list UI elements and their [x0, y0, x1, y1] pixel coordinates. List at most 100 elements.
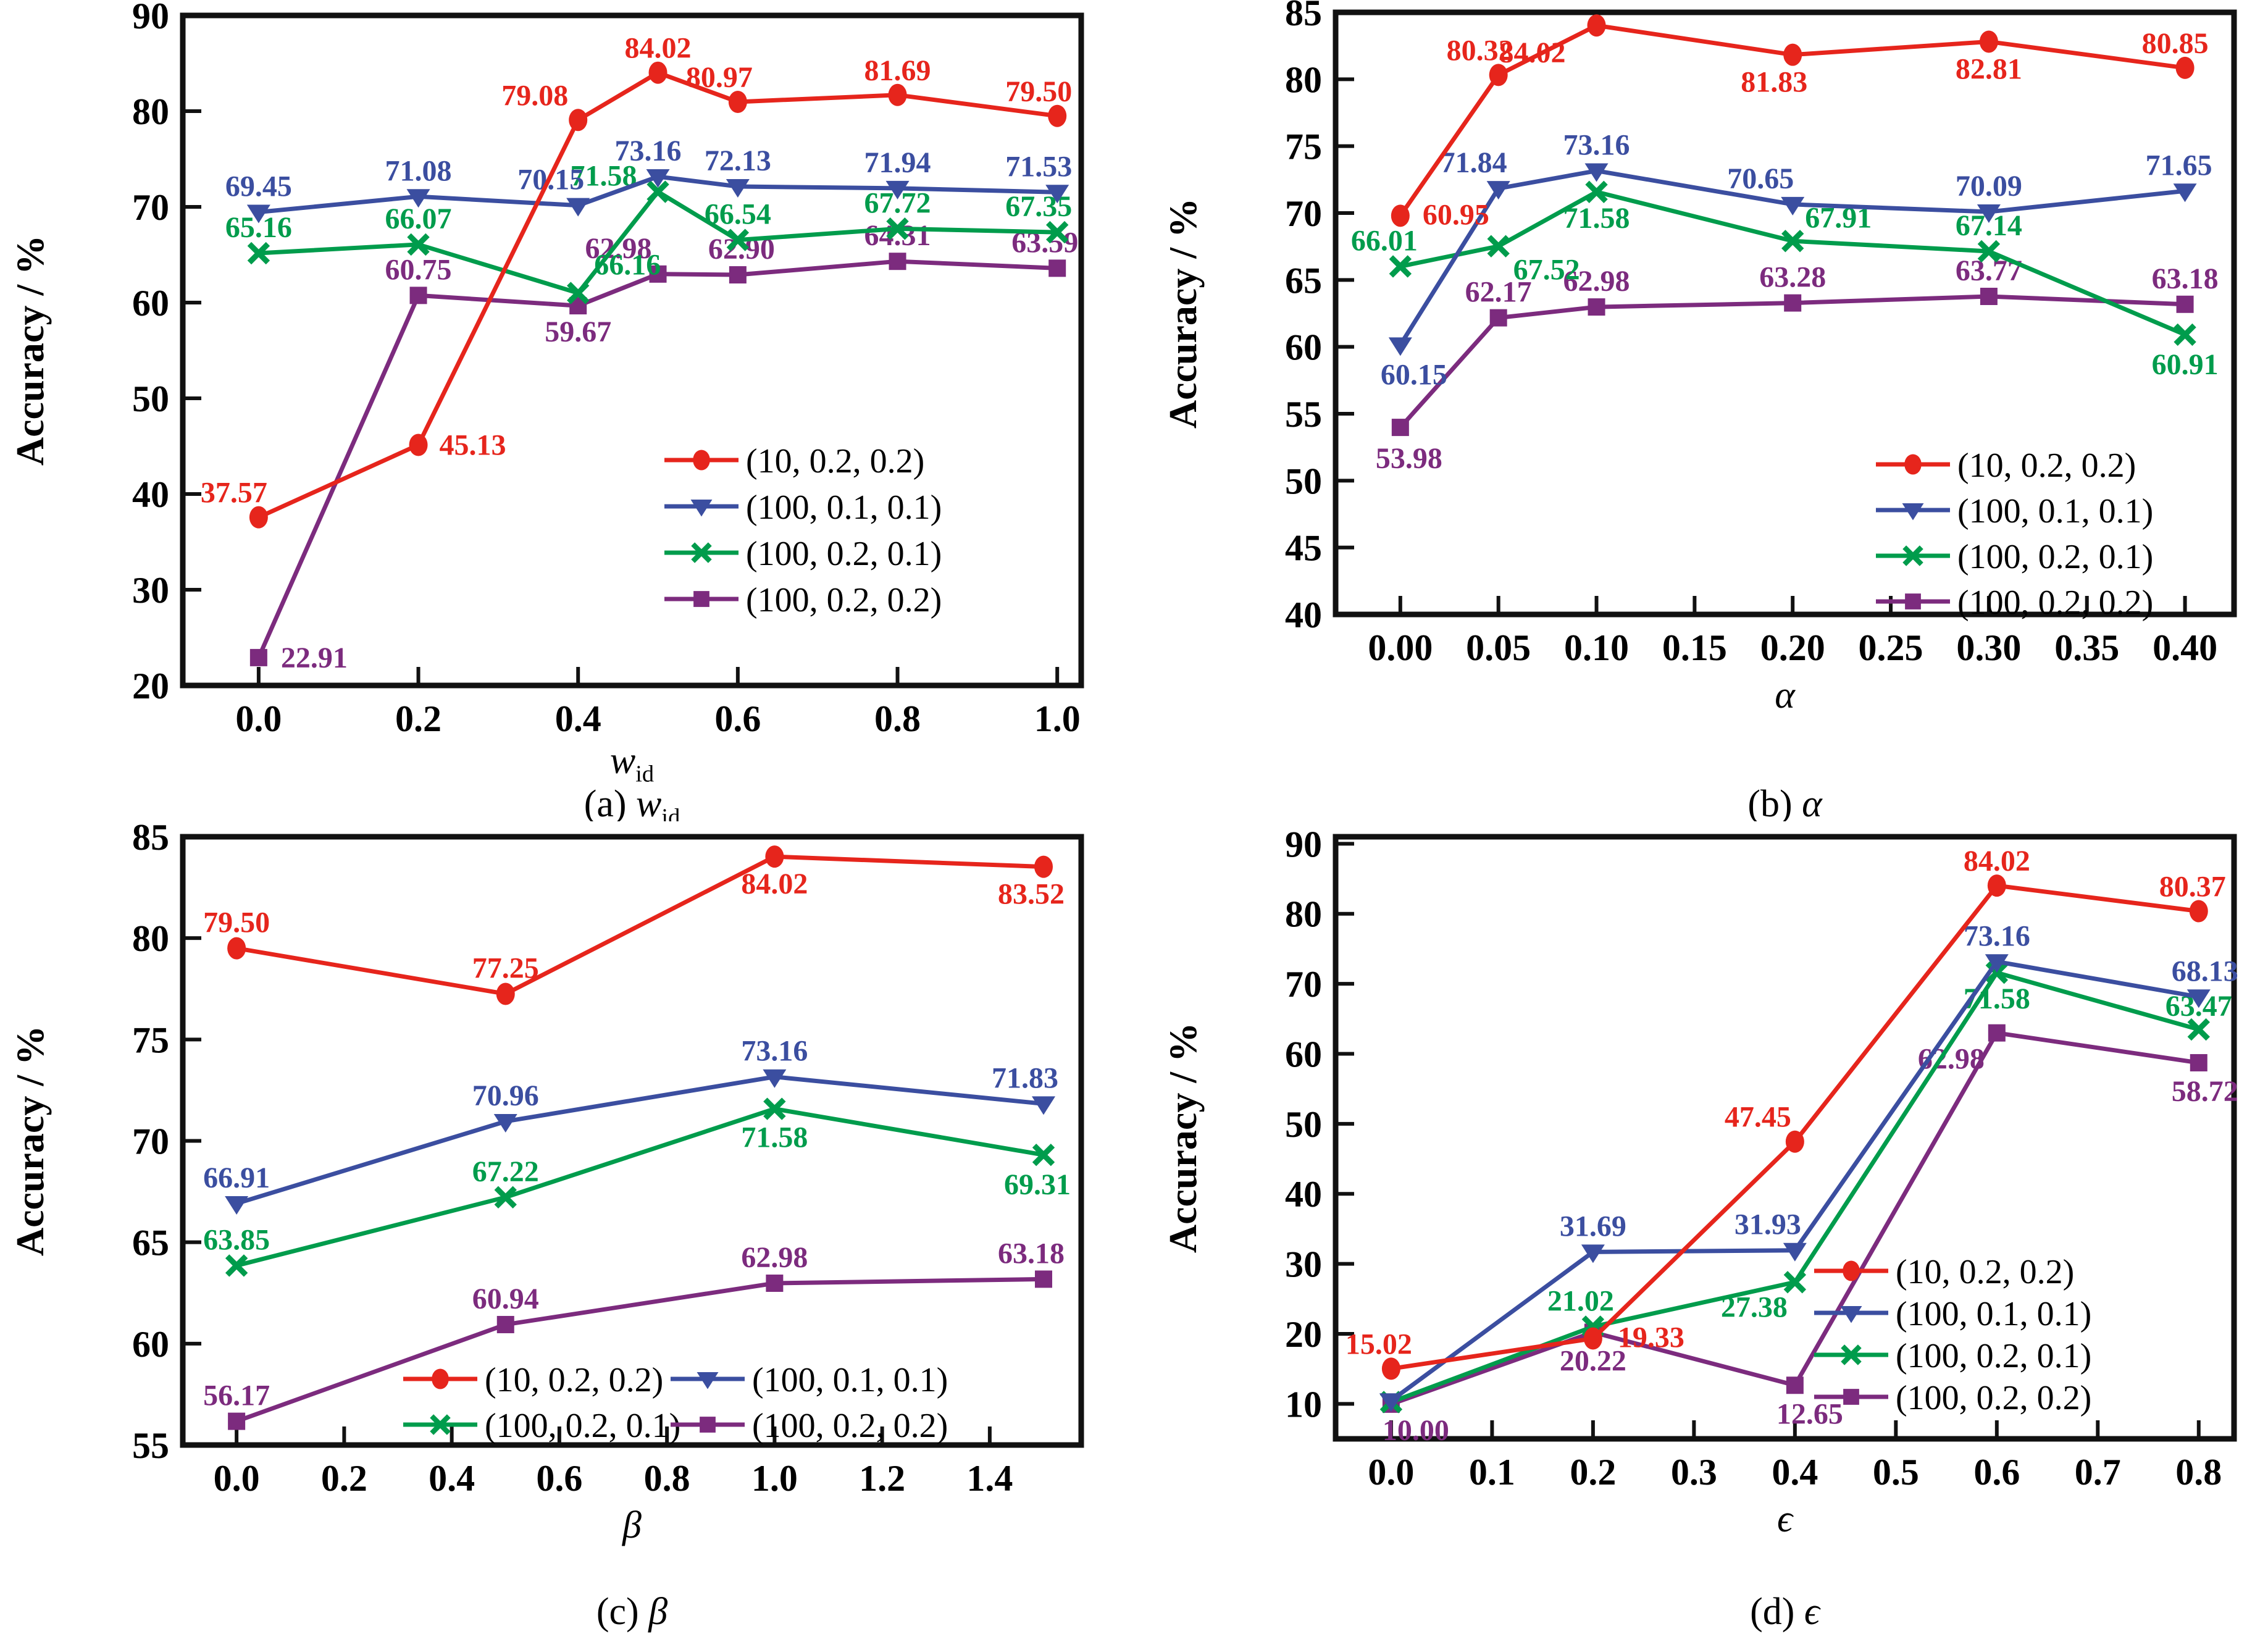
y-axis-label: Accuracy / %: [1161, 198, 1205, 429]
data-label: 62.17: [1465, 276, 1532, 309]
data-label: 82.81: [1956, 52, 2022, 85]
x-tick-label: 0.6: [1973, 1452, 2020, 1493]
y-tick-label: 70: [132, 1121, 169, 1162]
y-tick-label: 60: [132, 283, 169, 324]
chart-b-svg: 40 45 50 55 60 65 70 75 80 85 0.00 0.05 0.10 0.15 0.20…: [1161, 0, 2237, 825]
y-tick-label: 55: [132, 1425, 169, 1466]
data-label: 67.52: [1513, 254, 1580, 287]
data-label: 27.38: [1721, 1291, 1788, 1323]
panel-caption: (a) wid: [584, 783, 680, 821]
data-label: 66.01: [1351, 224, 1418, 257]
data-label: 60.95: [1423, 198, 1489, 231]
x-tick-label: 0.5: [1873, 1452, 1919, 1493]
x-tick-label: 0.4: [429, 1458, 475, 1499]
y-tick-label: 40: [1285, 1174, 1322, 1215]
x-tick-label: 0.10: [1564, 627, 1629, 668]
legend-item: (10, 0.2, 0.2): [664, 442, 924, 480]
data-label: 80.32: [1447, 34, 1513, 67]
x-tick-label: 0.1: [1469, 1452, 1515, 1493]
legend-item: (100, 0.1, 0.1): [1876, 492, 2153, 530]
series-(10, 0.2, 0.2): 60.95 80.3284.02 81.83 82.81 80.85: [1391, 14, 2209, 231]
legend-item: (100, 0.2, 0.2): [664, 581, 942, 619]
x-tick-label: 1.0: [751, 1458, 798, 1499]
data-label: 79.50: [203, 907, 270, 939]
data-label: 73.16: [1964, 919, 2030, 952]
y-tick-label: 75: [1285, 127, 1322, 167]
data-label: 70.65: [1727, 162, 1794, 195]
data-label: 63.18: [998, 1237, 1065, 1270]
legend-item: (10, 0.2, 0.2): [403, 1361, 663, 1399]
y-tick-label: 50: [1285, 1104, 1322, 1145]
series-(100, 0.2, 0.2): 10.0020.2212.6562.9858.72: [1382, 1024, 2238, 1447]
data-label: 45.13: [440, 429, 506, 461]
data-label: 71.65: [2146, 149, 2212, 182]
series-(100, 0.2, 0.1): 21.0227.3871.5863.47: [1379, 961, 2232, 1414]
panel-caption: (d) ϵ: [1750, 1591, 1821, 1633]
x-tick-label: 0.4: [1772, 1452, 1818, 1493]
data-label: 58.72: [2172, 1075, 2238, 1108]
legend-label: (100, 0.1, 0.1): [746, 488, 942, 527]
data-label: 71.58: [1964, 982, 2030, 1015]
legend-item: (10, 0.2, 0.2): [1814, 1253, 2074, 1291]
tick-marks: [1336, 10, 2187, 616]
data-label: 60.91: [2152, 348, 2219, 381]
chart-d-svg: 10 20 30 40 50 60 70 80 90 0.0 0.1 0.2 0.3 0.4 0.5 0.6 0…: [1161, 824, 2238, 1633]
data-label: 70.09: [1956, 170, 2022, 203]
y-tick-label: 90: [1285, 824, 1322, 865]
y-tick-label: 20: [1285, 1314, 1322, 1355]
y-tick-label: 40: [1285, 595, 1322, 635]
x-tick-label: 0.25: [1859, 627, 1923, 668]
tick-marks: [1336, 842, 2201, 1439]
data-label: 70.96: [472, 1079, 539, 1112]
legend-label: (100, 0.1, 0.1): [1896, 1295, 2091, 1333]
data-label: 80.85: [2142, 27, 2209, 60]
y-tick-label: 30: [132, 570, 169, 611]
data-label: 22.91: [281, 642, 348, 674]
data-label: 79.50: [1005, 75, 1072, 108]
legend-label: (100, 0.1, 0.1): [1957, 492, 2153, 530]
data-label: 66.07: [385, 203, 452, 235]
y-tick-label: 40: [132, 474, 169, 515]
data-label: 20.22: [1560, 1344, 1626, 1377]
data-label: 31.69: [1560, 1210, 1626, 1242]
data-label: 71.94: [864, 146, 931, 179]
data-label: 68.13: [2172, 955, 2238, 987]
y-tick-label: 90: [132, 0, 169, 36]
x-tick-label: 0.2: [395, 698, 441, 739]
legend-item: (100, 0.2, 0.2): [1814, 1379, 2091, 1417]
legend-item: (100, 0.2, 0.2): [671, 1407, 948, 1445]
data-label: 71.84: [1441, 146, 1507, 179]
data-label: 84.02: [1964, 845, 2030, 878]
data-label: 62.98: [585, 232, 652, 265]
legend: (10, 0.2, 0.2) (100, 0.1, 0.1) (100, 0.2, …: [664, 442, 942, 619]
y-tick-label: 60: [132, 1324, 169, 1365]
y-tick-label: 60: [1285, 1034, 1322, 1074]
y-tick-label: 10: [1285, 1384, 1322, 1425]
data-label: 84.02: [1499, 36, 1566, 69]
data-label: 69.45: [225, 170, 292, 203]
series-(100, 0.2, 0.1): 63.85 67.22 71.58 69.31: [203, 1097, 1071, 1277]
x-tick-label: 0.4: [555, 698, 601, 739]
y-tick-label: 85: [1285, 0, 1322, 33]
y-tick-label: 50: [1285, 461, 1322, 501]
legend-item: (100, 0.1, 0.1): [1814, 1295, 2091, 1333]
series-(100, 0.1, 0.1): 66.91 70.96 73.16 71.83: [203, 1035, 1058, 1215]
chart-panel-d: 10 20 30 40 50 60 70 80 90 0.0 0.1 0.2 0.3 0.4 0.5 0.6 0…: [1157, 821, 2268, 1642]
y-tick-label: 75: [132, 1020, 169, 1060]
data-label: 73.16: [741, 1035, 808, 1068]
x-tick-label: 0.7: [2075, 1452, 2121, 1493]
data-label: 71.53: [1005, 150, 1072, 183]
y-axis-label: Accuracy / %: [8, 1026, 52, 1256]
tick-marks: [183, 835, 992, 1447]
legend-item: (100, 0.2, 0.1): [1876, 538, 2153, 576]
series-(100, 0.1, 0.1): 69.45 71.08 70.1573.16 72.13 71.94 71.53: [225, 135, 1072, 224]
data-label: 67.22: [472, 1155, 539, 1188]
x-tick-label: 1.2: [859, 1458, 905, 1499]
data-label: 10.00: [1383, 1414, 1449, 1447]
x-tick-label: 0.30: [1956, 627, 2021, 668]
data-label: 77.25: [472, 952, 539, 984]
data-label: 53.98: [1376, 442, 1442, 475]
data-label: 12.65: [1776, 1397, 1843, 1430]
data-label: 81.69: [864, 54, 931, 87]
data-label: 84.02: [625, 32, 692, 65]
